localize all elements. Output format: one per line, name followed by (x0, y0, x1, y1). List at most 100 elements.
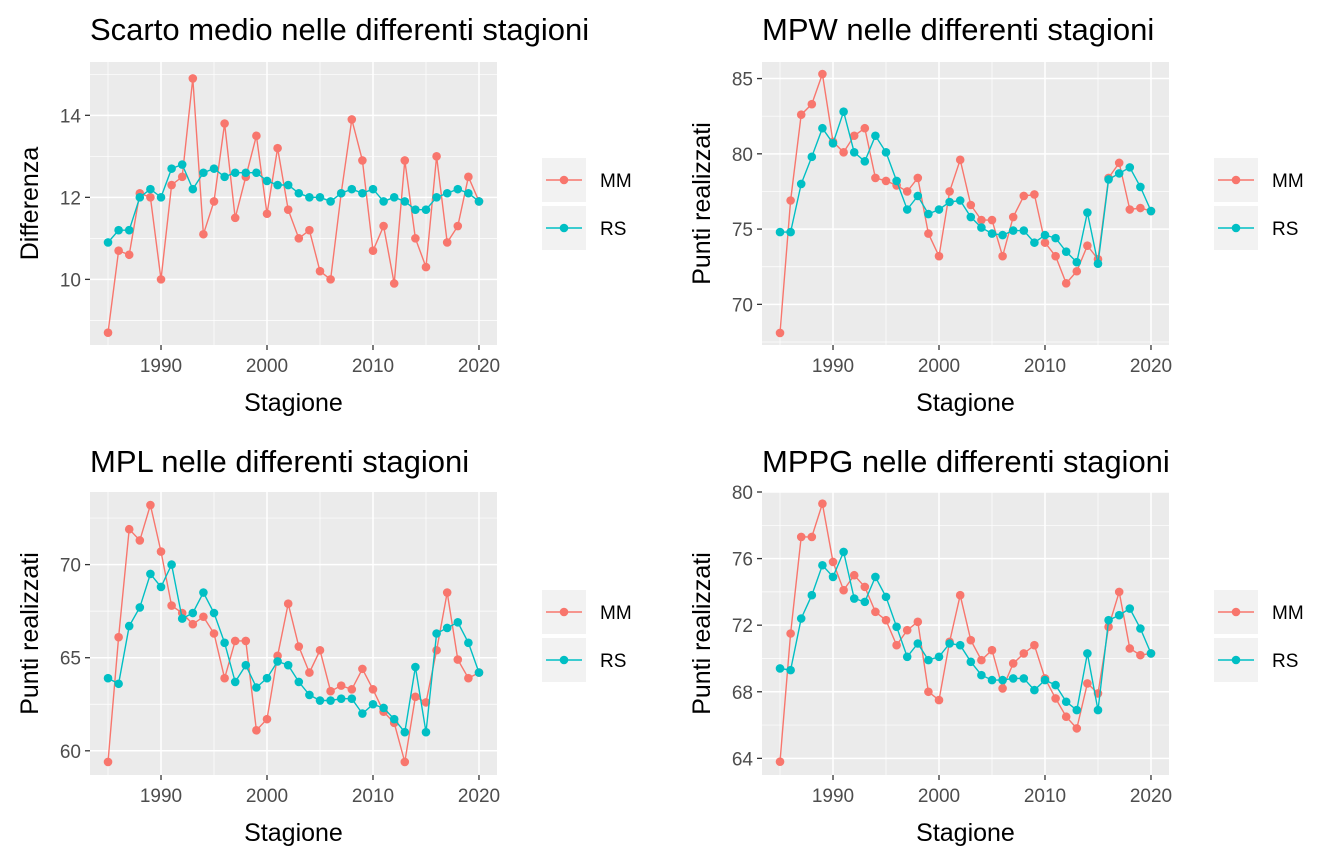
data-point-rs (432, 629, 441, 638)
data-point-rs (839, 107, 848, 116)
legend-point-mm (1231, 607, 1241, 617)
x-tick-label: 2020 (1130, 786, 1172, 807)
data-point-rs (934, 652, 944, 662)
chart-panel-1: 1990 2000 2010 2020 10 12 14 Scarto medio nelle… (16, 12, 632, 417)
data-point-mm (241, 636, 251, 646)
data-point-mm (230, 213, 240, 223)
data-point-rs (1125, 163, 1135, 172)
data-point-mm (966, 635, 976, 645)
data-point-mm (358, 664, 367, 674)
data-point-mm (786, 196, 795, 205)
data-point-rs (892, 622, 901, 632)
data-point-rs (1051, 680, 1060, 690)
data-point-rs (326, 197, 335, 206)
data-point-rs (786, 665, 795, 675)
data-point-rs (860, 597, 870, 607)
data-point-rs (347, 184, 357, 194)
data-point-rs (220, 638, 229, 648)
data-point-mm (1008, 212, 1018, 222)
data-point-mm (924, 687, 933, 697)
data-point-rs (913, 191, 923, 201)
series-line-mm (107, 78, 480, 333)
data-point-rs (924, 209, 933, 219)
data-point-mm (955, 155, 965, 165)
data-point-rs (305, 193, 314, 202)
y-tick-label: 70 (60, 556, 81, 577)
data-point-mm (934, 695, 944, 705)
y-tick-label: 60 (60, 742, 81, 763)
data-point-rs (1030, 238, 1039, 247)
data-point-mm (156, 275, 166, 284)
legend-point-mm (1231, 175, 1241, 185)
data-point-mm (860, 582, 870, 592)
data-point-rs (135, 603, 145, 612)
data-point-mm (1030, 190, 1039, 199)
data-point-mm (294, 234, 304, 243)
data-point-rs (1093, 705, 1103, 715)
data-point-mm (934, 251, 944, 261)
data-point-rs (400, 197, 410, 206)
data-point-mm (1114, 587, 1124, 597)
x-tick-label: 2010 (352, 356, 394, 377)
data-point-mm (442, 238, 452, 247)
data-point-rs (209, 608, 219, 618)
data-point-rs (881, 592, 891, 602)
data-point-rs (1019, 226, 1029, 235)
data-point-rs (379, 703, 388, 713)
data-point-rs (871, 131, 880, 141)
data-point-rs (379, 197, 388, 206)
data-point-rs (209, 164, 219, 173)
data-point-mm (368, 246, 378, 255)
data-point-mm (913, 173, 923, 183)
data-point-rs (199, 168, 208, 178)
data-point-mm (945, 187, 954, 196)
data-point-rs (1104, 175, 1113, 184)
data-point-rs (966, 212, 976, 222)
data-point-rs (474, 197, 484, 206)
data-point-mm (421, 262, 431, 272)
data-point-mm (464, 673, 473, 683)
data-point-rs (241, 660, 251, 670)
data-point-mm (892, 640, 901, 650)
data-point-rs (902, 205, 912, 214)
data-point-mm (913, 617, 923, 627)
data-point-mm (199, 229, 208, 239)
x-tick-label: 2000 (246, 356, 288, 377)
data-point-mm (818, 499, 827, 508)
data-point-mm (347, 115, 357, 124)
data-point-rs (273, 657, 282, 666)
data-point-rs (977, 223, 986, 232)
data-point-rs (400, 727, 410, 737)
data-point-rs (1104, 615, 1113, 625)
data-point-rs (294, 677, 304, 687)
data-point-rs (892, 176, 901, 186)
data-point-rs (860, 157, 870, 166)
data-point-rs (252, 168, 261, 178)
data-point-mm (177, 172, 187, 182)
data-point-mm (966, 200, 976, 210)
data-point-rs (230, 677, 240, 687)
x-axis-label: Stagione (916, 819, 1015, 847)
data-point-mm (315, 645, 325, 655)
legend-point-rs (559, 655, 569, 665)
data-point-rs (368, 699, 378, 709)
y-tick-label: 10 (60, 270, 81, 291)
data-point-mm (294, 642, 304, 651)
data-point-rs (347, 694, 357, 703)
data-point-mm (786, 629, 795, 638)
data-point-mm (103, 328, 113, 337)
data-point-rs (411, 205, 420, 214)
data-point-mm (807, 99, 817, 109)
chart-panel-3: 1990 2000 2010 2020 60 65 70 MPL nelle differen… (16, 444, 632, 847)
data-point-mm (252, 726, 261, 735)
data-point-rs (146, 184, 155, 194)
data-point-mm (1104, 622, 1113, 632)
data-point-rs (902, 652, 912, 662)
data-point-mm (188, 619, 198, 629)
data-point-rs (1114, 169, 1124, 178)
series-line-rs (779, 549, 1152, 712)
data-point-rs (818, 560, 827, 570)
data-point-rs (924, 655, 933, 665)
data-point-mm (146, 500, 155, 510)
data-point-mm (1072, 266, 1082, 276)
